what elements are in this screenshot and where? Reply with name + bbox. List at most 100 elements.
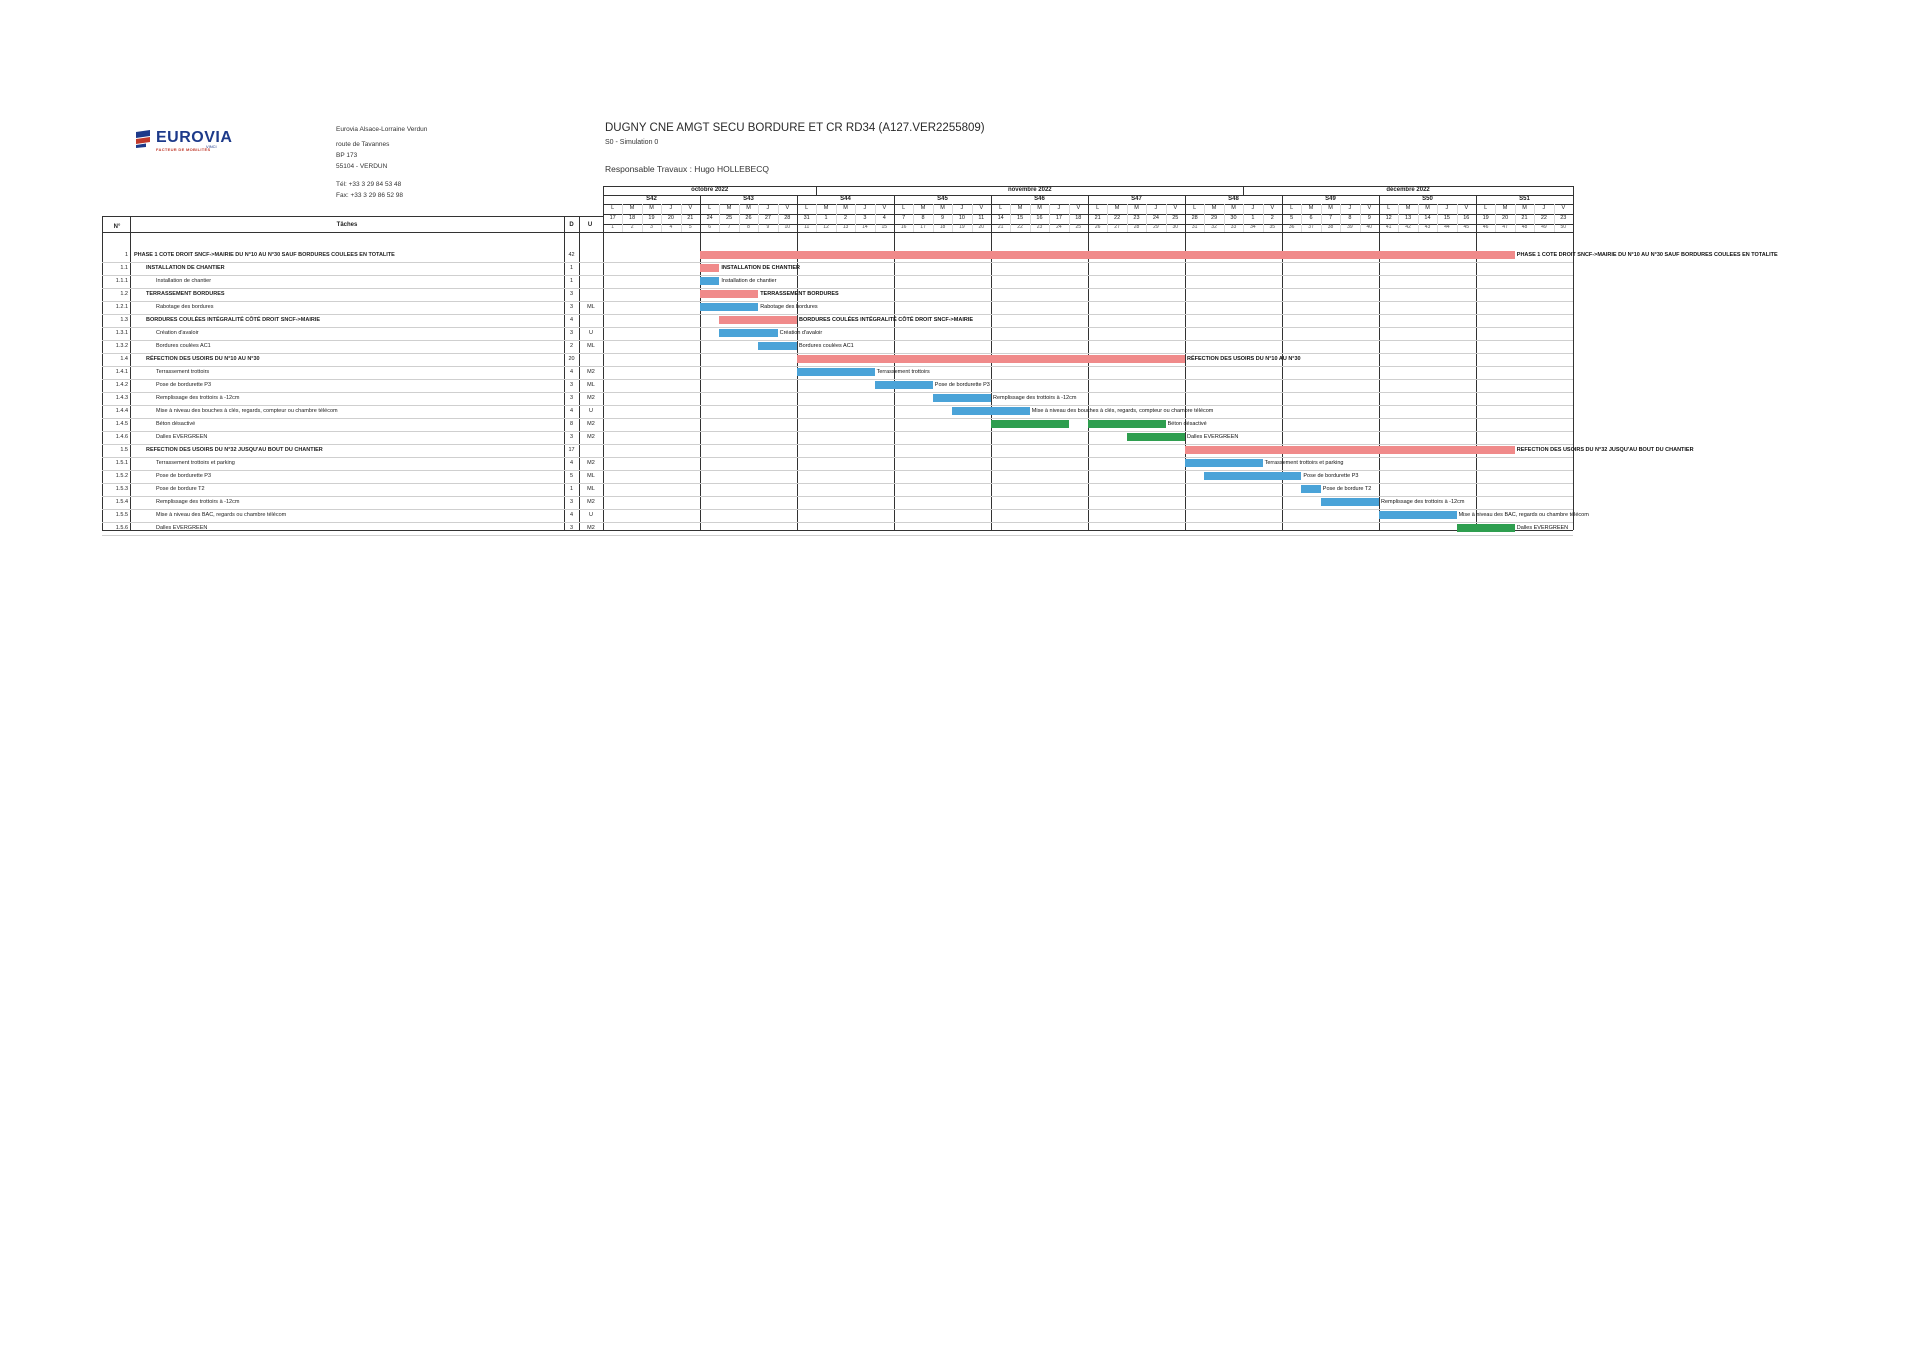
day-divider: [1514, 204, 1516, 232]
day-index: 32: [1211, 224, 1217, 230]
day-number: 22: [1114, 215, 1121, 221]
day-divider: [816, 204, 818, 232]
table-row: 1.4 RÉFECTION DES USOIRS DU N°10 AU N°30 2…: [102, 353, 603, 366]
task-name: Terrassement trottoirs et parking: [156, 460, 235, 466]
task-duration: 3: [569, 304, 574, 310]
task-unit: ML: [587, 382, 595, 388]
task-duration: 20: [568, 356, 575, 362]
gantt-bar-label: Pose de bordure T2: [1322, 486, 1372, 492]
day-letter: M: [823, 205, 829, 211]
gantt-bar: [700, 264, 720, 272]
day-divider: [1359, 204, 1361, 232]
task-name: PHASE 1 COTE DROIT SNCF->MAIRIE DU N°10 …: [134, 252, 395, 258]
task-name: Béton désactivé: [156, 421, 196, 427]
row-rule: [102, 509, 1573, 510]
day-index: 39: [1347, 224, 1353, 230]
company-tel: Tél: +33 3 29 84 53 48: [336, 181, 402, 188]
day-number: 19: [648, 215, 655, 221]
task-name: Mise à niveau des BAC, regards ou chambr…: [156, 512, 287, 518]
task-name: Installation de chantier: [156, 278, 212, 284]
day-index: 46: [1482, 224, 1489, 230]
week-label: S51: [1519, 196, 1530, 202]
table-row: 1.5.1 Terrassement trottoirs et parking 4 M…: [102, 457, 603, 470]
gantt-bar: [1088, 420, 1166, 428]
table-column-rule: [603, 216, 604, 530]
task-number: 1.1.1: [115, 278, 128, 284]
day-number: 19: [1482, 215, 1489, 221]
day-letter: L: [1387, 205, 1391, 211]
task-duration: 4: [569, 369, 574, 375]
task-number: 1.3.2: [115, 343, 128, 349]
task-number: 1.5.6: [115, 525, 128, 531]
table-row: 1.5.4 Remplissage des trottoirs à -12cm 3 M…: [102, 496, 603, 509]
row-rule: [102, 392, 1573, 393]
table-top: [102, 216, 603, 217]
day-number: 31: [803, 215, 810, 221]
row-rule: [102, 262, 1573, 263]
gantt-bar-label: Rabotage des bordures: [760, 304, 818, 310]
day-letter: V: [1076, 205, 1081, 211]
task-number: 1: [124, 252, 128, 258]
day-number: 7: [902, 215, 906, 221]
gantt-bar: [874, 381, 933, 389]
gantt-bar-label: Terrassement trottoirs et parking: [1264, 460, 1344, 466]
day-number: 26: [745, 215, 752, 221]
day-index: 22: [1017, 224, 1023, 230]
day-index: 50: [1560, 224, 1567, 230]
gantt-bar-label: INSTALLATION DE CHANTIER: [721, 265, 801, 271]
task-duration: 2: [569, 343, 574, 349]
day-letter: V: [1173, 205, 1178, 211]
task-duration: 3: [569, 525, 574, 531]
gantt-bar: [991, 420, 1069, 428]
day-divider: [835, 204, 837, 232]
day-letter: L: [805, 205, 809, 211]
day-letter: V: [688, 205, 693, 211]
day-number: 20: [667, 215, 674, 221]
task-unit: M2: [587, 421, 595, 427]
day-divider: [1010, 204, 1012, 232]
day-number: 1: [824, 215, 828, 221]
day-index: 49: [1541, 224, 1547, 230]
logo-tagline: FACTEUR DE MOBILITÉS: [156, 147, 211, 152]
month-label: novembre 2022: [1007, 187, 1052, 193]
task-unit: ML: [587, 486, 595, 492]
day-index: 6: [708, 224, 712, 230]
day-letter: M: [1231, 205, 1236, 211]
day-number: 18: [1075, 215, 1082, 221]
company-city: 55104 - VERDUN: [336, 163, 388, 170]
day-index: 18: [939, 224, 946, 230]
gantt-bar: [1320, 498, 1379, 506]
day-divider: [1049, 204, 1051, 232]
day-divider: [777, 204, 779, 232]
day-index: 11: [804, 224, 810, 230]
day-number: 9: [940, 215, 945, 221]
task-duration: 4: [569, 460, 574, 466]
day-letter: J: [1251, 205, 1255, 211]
task-duration: 42: [568, 252, 575, 258]
day-number: 9: [1367, 215, 1371, 221]
task-name: Dalles EVERGREEN: [156, 525, 208, 531]
gantt-bar: [758, 342, 797, 350]
gantt-bar-label: Mise à niveau des BAC, regards ou chambr…: [1458, 512, 1589, 518]
day-index: 27: [1114, 224, 1120, 230]
task-name: REFECTION DES USOIRS DU N°32 JUSQU'AU BO…: [146, 447, 323, 453]
day-number: 8: [921, 215, 925, 221]
row-rule: [102, 353, 1573, 354]
gantt-bar-label: Remplissage des trottoirs à -12cm: [1381, 499, 1465, 505]
day-divider: [1495, 204, 1497, 232]
row-rule: [102, 340, 1573, 341]
task-unit: M2: [587, 460, 595, 466]
day-divider: [1398, 204, 1400, 232]
table-row: 1.4.2 Pose de bordurette P3 3 ML: [102, 379, 603, 392]
day-number: 4: [882, 215, 886, 221]
day-letter: J: [1445, 205, 1449, 211]
task-duration: 4: [569, 317, 574, 323]
day-index: 36: [1288, 224, 1295, 230]
task-unit: M2: [587, 525, 595, 531]
day-letter: M: [1037, 205, 1042, 211]
col-header-num: N°: [113, 224, 121, 230]
day-number: 22: [1540, 215, 1547, 221]
day-number: 11: [978, 215, 985, 221]
day-letter: M: [1211, 205, 1217, 211]
day-letter: L: [1290, 205, 1294, 211]
